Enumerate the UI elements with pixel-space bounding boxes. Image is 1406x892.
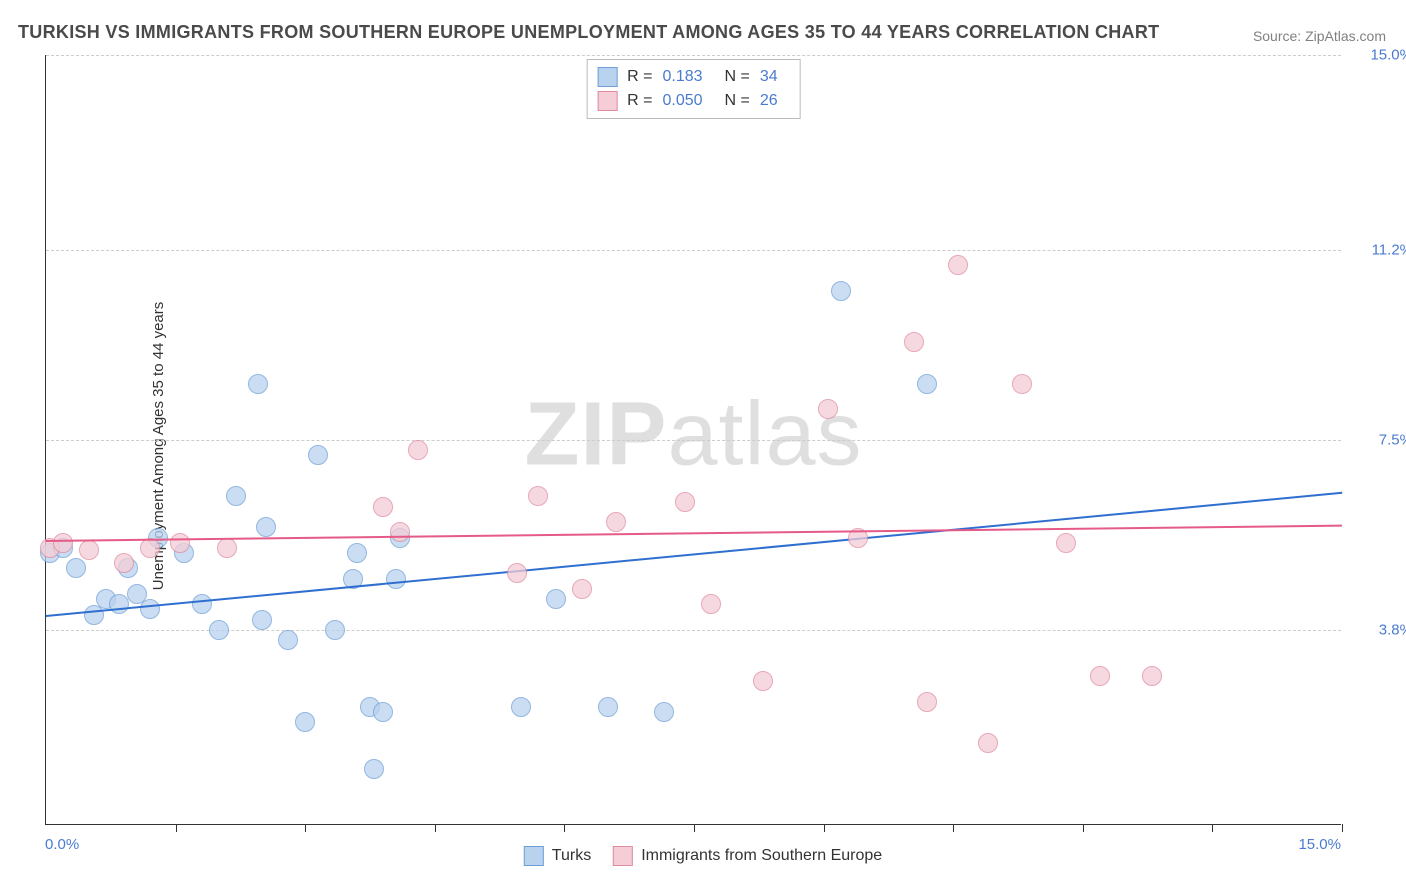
data-point [546, 589, 566, 609]
r-value: 0.183 [663, 65, 715, 89]
data-point [917, 692, 937, 712]
trend-line [46, 525, 1342, 542]
data-point [373, 702, 393, 722]
x-tick [435, 824, 436, 832]
x-axis-max-label: 15.0% [1298, 836, 1341, 853]
data-point [66, 558, 86, 578]
data-point [1090, 666, 1110, 686]
data-point [675, 492, 695, 512]
trend-line [46, 491, 1342, 616]
y-tick-label: 15.0% [1353, 47, 1406, 64]
data-point [373, 497, 393, 517]
n-value: 26 [760, 89, 788, 113]
legend-swatch [597, 91, 617, 111]
data-point [256, 517, 276, 537]
data-point [507, 563, 527, 583]
data-point [140, 599, 160, 619]
data-point [114, 553, 134, 573]
n-label: N = [725, 89, 750, 113]
gridline [46, 250, 1341, 251]
n-value: 34 [760, 65, 788, 89]
r-label: R = [627, 89, 652, 113]
bottom-legend: Turks Immigrants from Southern Europe [524, 846, 882, 866]
r-label: R = [627, 65, 652, 89]
data-point [408, 440, 428, 460]
data-point [209, 620, 229, 640]
legend-swatch [597, 67, 617, 87]
data-point [192, 594, 212, 614]
data-point [278, 630, 298, 650]
legend-swatch [524, 846, 544, 866]
data-point [528, 486, 548, 506]
data-point [904, 332, 924, 352]
data-point [917, 374, 937, 394]
data-point [753, 671, 773, 691]
data-point [364, 759, 384, 779]
source-label: Source: ZipAtlas.com [1253, 28, 1386, 44]
data-point [170, 533, 190, 553]
x-tick [564, 824, 565, 832]
x-tick [1083, 824, 1084, 832]
gridline [46, 55, 1341, 56]
x-tick [176, 824, 177, 832]
stats-row: R = 0.050 N = 26 [597, 89, 788, 113]
x-tick [1212, 824, 1213, 832]
data-point [248, 374, 268, 394]
data-point [217, 538, 237, 558]
data-point [978, 733, 998, 753]
y-tick-label: 7.5% [1353, 432, 1406, 449]
x-tick [1342, 824, 1343, 832]
y-tick-label: 3.8% [1353, 621, 1406, 638]
watermark: ZIPatlas [524, 383, 862, 486]
data-point [53, 533, 73, 553]
data-point [390, 522, 410, 542]
r-value: 0.050 [663, 89, 715, 113]
chart-title: TURKISH VS IMMIGRANTS FROM SOUTHERN EURO… [18, 22, 1159, 43]
plot-area: ZIPatlas R =0.183N =34R =0.050N =26 3.8%… [45, 55, 1341, 825]
legend-label: Turks [552, 847, 591, 865]
data-point [701, 594, 721, 614]
data-point [1056, 533, 1076, 553]
x-tick [953, 824, 954, 832]
data-point [386, 569, 406, 589]
x-tick [694, 824, 695, 832]
legend-label: Immigrants from Southern Europe [641, 847, 882, 865]
legend-item: Turks [524, 846, 591, 866]
data-point [598, 697, 618, 717]
x-tick [824, 824, 825, 832]
legend-swatch [613, 846, 633, 866]
n-label: N = [725, 65, 750, 89]
data-point [79, 540, 99, 560]
data-point [606, 512, 626, 532]
data-point [295, 712, 315, 732]
data-point [948, 255, 968, 275]
data-point [831, 281, 851, 301]
x-tick [305, 824, 306, 832]
data-point [325, 620, 345, 640]
data-point [347, 543, 367, 563]
data-point [511, 697, 531, 717]
data-point [654, 702, 674, 722]
stats-legend-box: R = 0.183 N = 34 R = 0.050 N = 26 [586, 59, 801, 119]
gridline [46, 630, 1341, 631]
data-point [226, 486, 246, 506]
data-point [308, 445, 328, 465]
x-axis-min-label: 0.0% [45, 836, 79, 853]
stats-row: R = 0.183 N = 34 [597, 65, 788, 89]
legend-item: Immigrants from Southern Europe [613, 846, 882, 866]
y-tick-label: 11.2% [1353, 242, 1406, 259]
data-point [818, 399, 838, 419]
data-point [252, 610, 272, 630]
data-point [572, 579, 592, 599]
gridline [46, 440, 1341, 441]
data-point [1012, 374, 1032, 394]
data-point [1142, 666, 1162, 686]
